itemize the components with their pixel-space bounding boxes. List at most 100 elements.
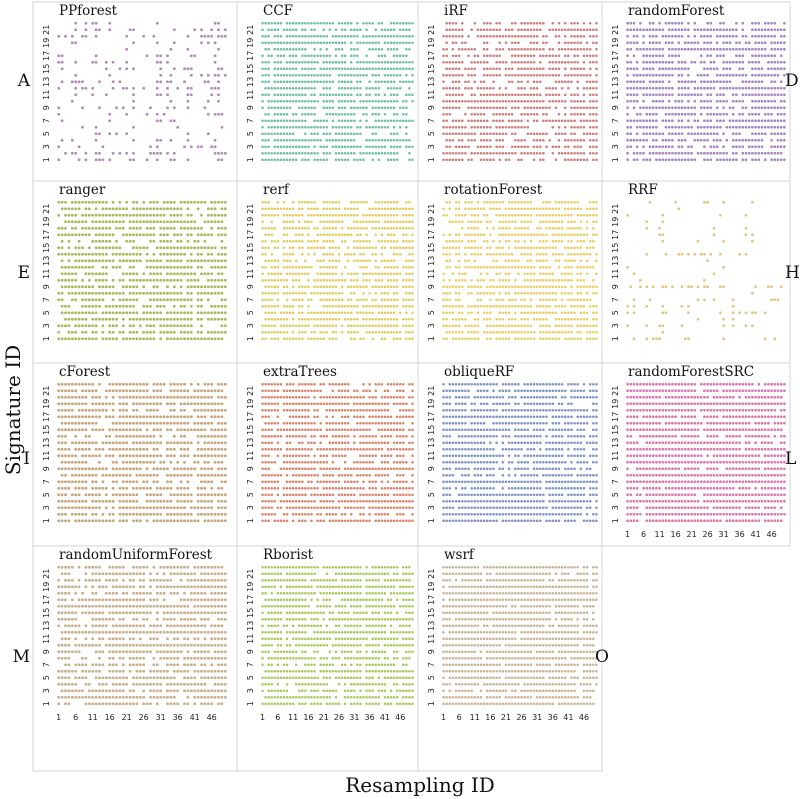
- data-point: [200, 28, 203, 32]
- data-point: [402, 138, 405, 142]
- data-point: [377, 330, 381, 334]
- data-point: [383, 259, 387, 263]
- data-point: [57, 60, 61, 64]
- data-point: [152, 200, 156, 204]
- data-point: [445, 291, 448, 295]
- data-point: [757, 125, 761, 129]
- data-point: [313, 41, 316, 45]
- data-point: [365, 200, 368, 204]
- data-point: [328, 298, 332, 302]
- data-point: [162, 298, 166, 302]
- data-point: [482, 145, 486, 149]
- data-point: [470, 132, 473, 136]
- data-point: [592, 28, 595, 32]
- data-point: [176, 272, 180, 276]
- data-point: [389, 106, 393, 110]
- data-point: [588, 145, 592, 149]
- data-point: [273, 151, 277, 155]
- data-point: [206, 41, 210, 45]
- data-point: [186, 246, 190, 250]
- data-point: [470, 213, 473, 217]
- data-point: [291, 265, 295, 269]
- data-point: [128, 311, 132, 315]
- data-point: [595, 99, 598, 103]
- data-point: [389, 304, 393, 308]
- data-point: [371, 106, 374, 110]
- data-point: [448, 259, 452, 263]
- data-point: [520, 21, 523, 25]
- data-point: [270, 265, 273, 269]
- data-point: [579, 47, 583, 51]
- data-point: [514, 60, 517, 64]
- data-point: [442, 73, 445, 77]
- data-point: [783, 28, 786, 32]
- data-point: [482, 34, 486, 38]
- data-point: [142, 233, 146, 237]
- data-point: [642, 125, 645, 129]
- data-point: [457, 80, 461, 84]
- data-point: [442, 47, 445, 51]
- data-point: [523, 34, 526, 38]
- data-point: [67, 285, 71, 289]
- y-tick-label: 21: [42, 25, 51, 35]
- data-point: [172, 200, 176, 204]
- data-point: [189, 246, 193, 250]
- data-point: [159, 272, 163, 276]
- data-point: [77, 233, 81, 237]
- y-tick-label: 17: [246, 51, 255, 61]
- data-point: [389, 324, 393, 328]
- data-point: [712, 86, 716, 90]
- data-point: [371, 132, 374, 136]
- data-point: [196, 246, 200, 250]
- data-point: [81, 125, 84, 129]
- data-point: [210, 252, 214, 256]
- data-point: [582, 21, 586, 25]
- data-point: [331, 285, 335, 289]
- data-point: [485, 93, 489, 97]
- data-point: [64, 252, 67, 256]
- data-point: [189, 145, 193, 149]
- data-point: [405, 112, 408, 116]
- data-point: [470, 304, 473, 308]
- data-point: [674, 106, 677, 110]
- data-point: [162, 207, 166, 211]
- data-point: [313, 132, 316, 136]
- data-point: [386, 272, 390, 276]
- data-point: [67, 337, 71, 341]
- data-point: [408, 93, 411, 97]
- data-point: [706, 34, 709, 38]
- data-point: [362, 337, 365, 341]
- data-point: [712, 28, 716, 32]
- data-point: [395, 158, 399, 162]
- data-point: [482, 200, 486, 204]
- data-point: [492, 106, 495, 110]
- data-point: [467, 54, 470, 58]
- data-point: [588, 21, 592, 25]
- data-point: [359, 265, 362, 269]
- data-point: [510, 106, 514, 110]
- data-point: [210, 337, 214, 341]
- data-point: [121, 252, 125, 256]
- data-point: [159, 304, 163, 308]
- data-point: [548, 67, 551, 71]
- data-point: [529, 34, 533, 38]
- data-point: [267, 21, 270, 25]
- data-point: [276, 213, 280, 217]
- data-point: [325, 80, 329, 84]
- data-point: [551, 21, 555, 25]
- data-point: [757, 54, 761, 58]
- data-point: [169, 246, 173, 250]
- data-point: [445, 112, 448, 116]
- data-point: [353, 259, 356, 263]
- data-point: [183, 304, 186, 308]
- data-point: [655, 73, 658, 77]
- data-point: [152, 265, 156, 269]
- data-point: [411, 93, 414, 97]
- data-point: [304, 200, 307, 204]
- data-point: [319, 317, 322, 321]
- data-point: [576, 145, 580, 149]
- data-point: [313, 252, 316, 256]
- data-point: [667, 67, 671, 71]
- data-point: [84, 265, 88, 269]
- data-point: [677, 106, 681, 110]
